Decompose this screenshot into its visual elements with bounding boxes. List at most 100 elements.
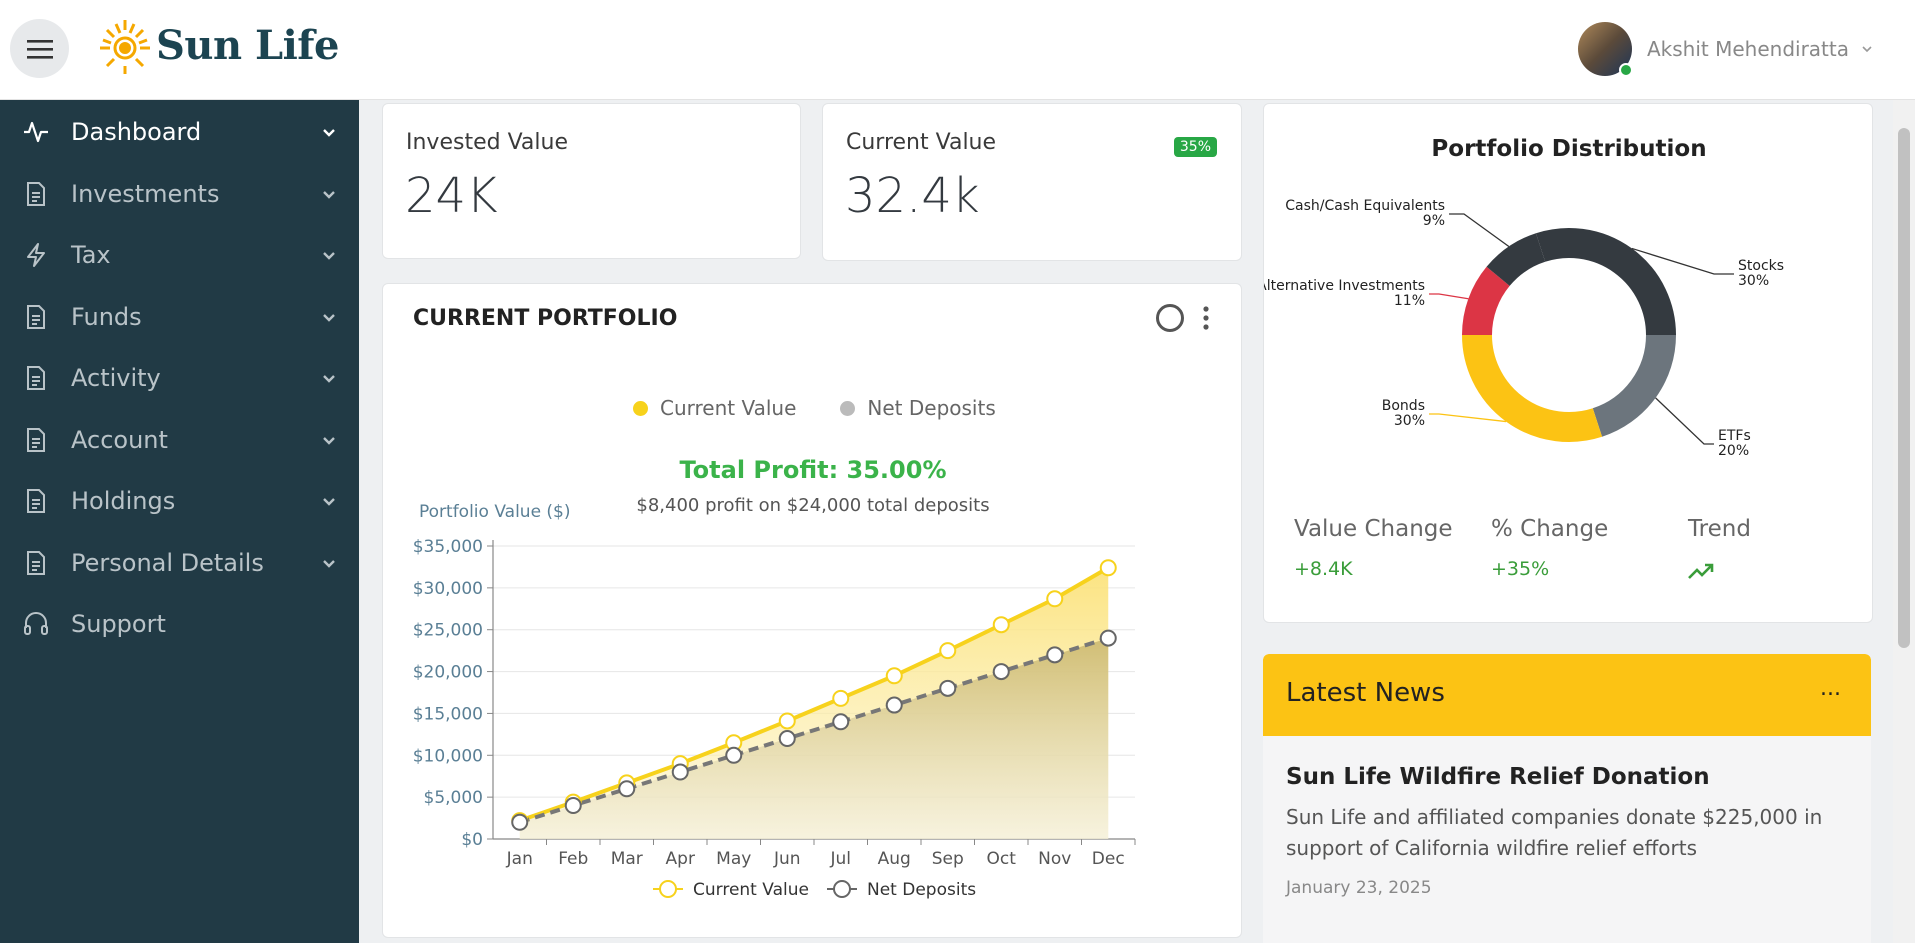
current-value-point: [992, 616, 1010, 634]
menu-toggle-button[interactable]: [10, 19, 69, 78]
news-more-button[interactable]: ...: [1820, 676, 1841, 701]
chevron-down-icon: [323, 252, 335, 260]
donut-label-line: [1429, 413, 1507, 423]
x-tick-label: Jun: [773, 849, 801, 869]
user-name: Akshit Mehendiratta: [1646, 37, 1849, 61]
net-deposits-point: [832, 713, 850, 731]
status-badge: 35%: [1173, 137, 1217, 157]
legend-label: Current Value: [693, 880, 809, 900]
donut-pct: 11%: [1394, 293, 1425, 309]
chevron-down-icon: [323, 129, 335, 137]
brand-logo[interactable]: Sun Life: [96, 16, 339, 74]
activity-icon: [24, 121, 48, 143]
net-deposits-point: [939, 679, 957, 697]
stat-label: Invested Value: [406, 130, 568, 155]
donut-pct: 30%: [1394, 413, 1425, 429]
donut-slice: [1535, 228, 1676, 336]
chevron-down-icon: [323, 375, 335, 383]
sidebar-item-funds[interactable]: Funds: [0, 291, 359, 343]
chevron-down-icon: [323, 191, 335, 199]
sidebar-item-account[interactable]: Account: [0, 414, 359, 466]
more-options-icon[interactable]: [1200, 304, 1212, 332]
y-tick-label: $0: [461, 830, 483, 850]
portfolio-chart: $0 $5,000 $10,000 $15,000 $20,000 $25,000 $30,…: [413, 537, 1136, 900]
legend-marker: [833, 880, 851, 898]
donut-label-line: [1631, 247, 1734, 275]
sidebar-item-holdings[interactable]: Holdings: [0, 475, 359, 527]
donut-label: Alternative Investments: [1264, 278, 1425, 294]
sidebar-item-label: Tax: [71, 241, 111, 269]
sidebar-item-investments[interactable]: Investments: [0, 168, 359, 220]
x-tick-label: Jan: [506, 849, 533, 869]
legend-dot: [633, 400, 648, 416]
donut-label-line: [1429, 293, 1469, 300]
brand-name: Sun Life: [156, 21, 339, 69]
donut-slice: [1486, 233, 1546, 287]
refresh-button[interactable]: [1156, 304, 1184, 332]
scrollbar[interactable]: [1893, 100, 1915, 943]
legend-label[interactable]: Net Deposits: [867, 396, 996, 420]
news-item[interactable]: [1263, 736, 1871, 943]
metric-label: Value Change: [1294, 516, 1453, 542]
chevron-down-icon: [323, 314, 335, 322]
profit-subtitle: $8,400 profit on $24,000 total deposits: [636, 495, 990, 516]
news-header: Latest News ...: [1263, 654, 1871, 736]
current-value-point: [1046, 590, 1064, 608]
stat-value: 32.4k: [845, 168, 980, 224]
sidebar-item-label: Investments: [71, 180, 220, 208]
sidebar-item-support[interactable]: Support: [0, 598, 359, 650]
y-tick-label: $5,000: [424, 788, 483, 808]
chevron-down-icon: [323, 498, 335, 506]
net-deposits-point: [992, 663, 1010, 681]
net-deposits-point: [1099, 629, 1117, 647]
x-tick-label: Jul: [829, 849, 851, 869]
news-date: January 23, 2025: [1286, 878, 1432, 898]
portfolio-distribution-card: Portfolio Distribution Stocks 30% ETFs 20% B…: [1263, 103, 1873, 623]
legend-label[interactable]: Current Value: [660, 396, 797, 420]
x-tick-label: Aug: [878, 849, 911, 869]
current-value-line: [519, 566, 1110, 823]
document-icon: [27, 551, 45, 575]
sidebar-item-label: Personal Details: [71, 549, 264, 577]
document-icon: [27, 182, 45, 206]
hamburger-icon: [26, 39, 53, 59]
chevron-down-icon: [323, 560, 335, 568]
sidebar-item-label: Support: [71, 610, 166, 638]
donut-pct: 20%: [1718, 443, 1749, 459]
sidebar-item-label: Activity: [71, 364, 161, 392]
news-title[interactable]: Sun Life Wildfire Relief Donation: [1286, 764, 1710, 790]
latest-news-card: Latest News ... Sun Life Wildfire Relief…: [1263, 654, 1871, 943]
avatar[interactable]: [1577, 22, 1633, 77]
net-deposits-point: [778, 730, 796, 748]
sidebar-item-personal-details[interactable]: Personal Details: [0, 537, 359, 589]
donut-label: Stocks: [1738, 258, 1784, 274]
sidebar-item-dashboard[interactable]: Dashboard: [0, 106, 359, 158]
donut-label: ETFs: [1718, 428, 1751, 444]
x-tick-label: Mar: [611, 849, 643, 869]
y-tick-label: $25,000: [413, 621, 483, 641]
y-axis-title: Portfolio Value ($): [419, 502, 571, 522]
news-body: Sun Life and affiliated companies donate…: [1286, 805, 1823, 860]
card-title: Portfolio Distribution: [1431, 136, 1707, 162]
sidebar-item-label: Account: [71, 426, 168, 454]
donut-label-line: [1655, 397, 1714, 445]
user-menu[interactable]: Akshit Mehendiratta: [1577, 22, 1873, 77]
net-deposits-point: [725, 746, 743, 764]
sidebar-item-label: Funds: [71, 303, 142, 331]
sidebar-item-activity[interactable]: Activity: [0, 352, 359, 404]
net-deposits-point: [885, 696, 903, 714]
x-tick-label: Sep: [932, 849, 964, 869]
sidebar: Dashboard Investments Tax Funds Activity…: [0, 100, 359, 943]
document-icon: [27, 305, 45, 329]
headset-icon: [24, 612, 48, 635]
net-deposits-area: [519, 638, 1109, 839]
x-tick-label: May: [716, 849, 751, 869]
sun-logo-icon: [100, 20, 150, 74]
sidebar-item-label: Dashboard: [71, 118, 202, 146]
scrollbar-thumb[interactable]: [1898, 128, 1910, 648]
current-value-point: [832, 689, 850, 707]
donut-slice: [1462, 266, 1511, 336]
lightning-icon: [27, 243, 45, 267]
sidebar-item-tax[interactable]: Tax: [0, 229, 359, 281]
donut-label: Cash/Cash Equivalents: [1285, 198, 1445, 214]
